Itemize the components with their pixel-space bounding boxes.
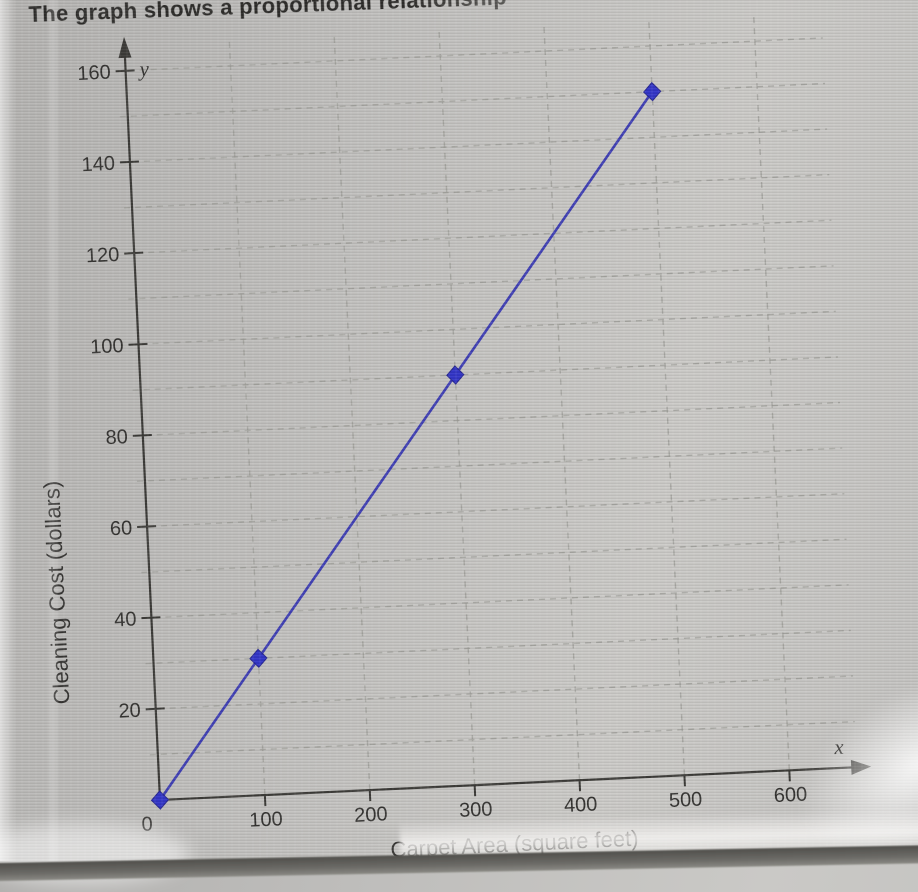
x-tick-label: 300 (459, 798, 493, 822)
x-tick (473, 785, 477, 797)
x-tick-label: 500 (668, 788, 702, 812)
x-axis-letter: x (833, 735, 845, 759)
v-gridline (752, 15, 791, 782)
proportional-graph: y x Cleaning Cost (dollars) Carpet Area … (39, 15, 872, 861)
v-gridline (543, 25, 581, 792)
y-tick-label: 60 (109, 517, 132, 540)
v-gridline (228, 39, 267, 807)
x-tick-label: 400 (564, 793, 598, 817)
x-tick (578, 780, 582, 792)
y-axis-arrow-icon (118, 36, 132, 59)
h-gridline (121, 128, 828, 164)
v-gridline (648, 20, 686, 787)
y-tick (145, 707, 165, 711)
x-tick-label: 600 (773, 784, 807, 808)
y-tick-label: 140 (81, 153, 115, 177)
gridlines (117, 15, 856, 807)
x-tick (368, 790, 372, 802)
x-tick-label: 100 (249, 808, 283, 832)
h-gridline (119, 82, 826, 118)
v-gridline (438, 29, 476, 797)
h-gridline (139, 492, 845, 528)
v-gridline (333, 34, 371, 802)
y-tick (137, 525, 157, 529)
y-axis-title: Cleaning Cost (dollars) (39, 480, 75, 705)
y-tick-label: 120 (85, 244, 119, 268)
x-tick (788, 770, 791, 782)
y-axis (123, 54, 162, 807)
h-gridline (130, 310, 836, 346)
h-gridline (136, 447, 843, 483)
y-tick-label: 40 (114, 608, 137, 631)
x-tick (263, 795, 267, 807)
h-gridline (128, 265, 834, 300)
y-tick-label: 80 (105, 426, 128, 449)
data-line (158, 90, 654, 801)
y-tick (128, 342, 148, 346)
h-gridline (117, 37, 823, 72)
h-gridline (143, 584, 849, 619)
h-gridline (145, 629, 851, 665)
x-axis-title: Carpet Area (square feet) (390, 826, 639, 861)
x-tick (683, 775, 686, 787)
y-tick (141, 616, 161, 620)
h-gridline (147, 675, 853, 710)
axis-ticks: 20 40 60 80 100 120 140 160 0 100 200 300 400 500 600 (77, 62, 808, 836)
y-tick (115, 69, 135, 73)
data-point (249, 648, 268, 669)
x-axis-arrow-icon (850, 759, 872, 775)
x-axis (152, 766, 856, 802)
y-tick-label: 20 (118, 700, 141, 723)
y-tick-label: 100 (90, 335, 124, 359)
h-gridline (149, 720, 856, 756)
y-tick (132, 433, 152, 437)
data-point (446, 365, 465, 385)
x-tick-label: 200 (354, 803, 388, 827)
h-gridline (126, 219, 832, 255)
h-gridline (141, 538, 847, 574)
data-point (150, 790, 170, 810)
h-gridline (132, 356, 838, 391)
data-point (643, 81, 662, 102)
y-tick (119, 160, 139, 164)
x-tick-label: 0 (141, 813, 153, 835)
y-tick (124, 251, 144, 255)
y-axis-letter: y (137, 57, 150, 82)
h-gridline (134, 401, 841, 437)
data-series (150, 81, 662, 810)
y-tick-label: 160 (77, 62, 111, 86)
h-gridline (124, 173, 830, 209)
